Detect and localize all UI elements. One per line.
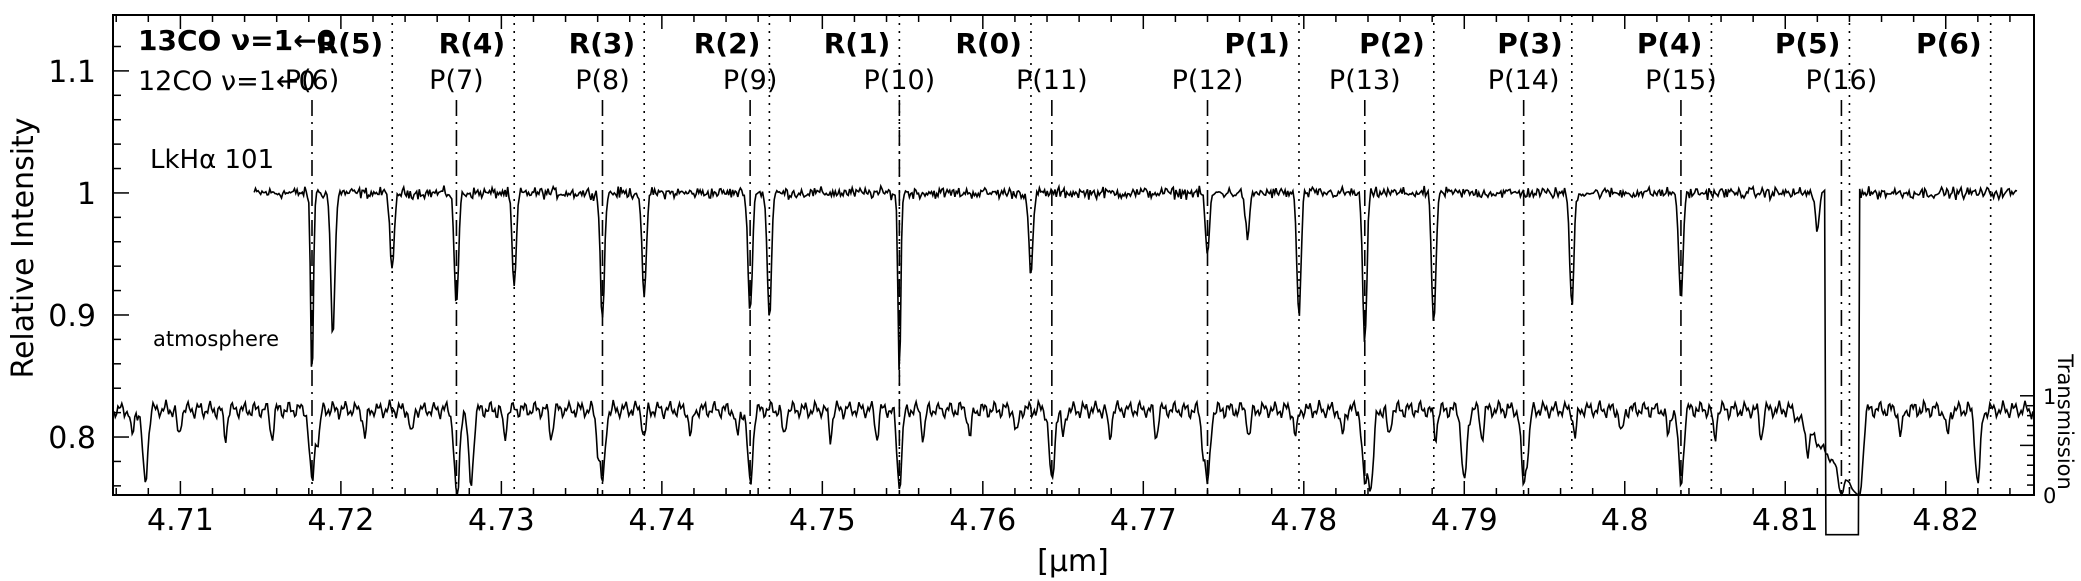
x-tick-label: 4.76 [949, 503, 1016, 538]
x-tick-label: 4.74 [628, 503, 695, 538]
x-tick-label: 4.8 [1601, 503, 1649, 538]
co13-line-label: P(1) [1224, 27, 1290, 60]
x-tick-label: 4.81 [1752, 503, 1819, 538]
co12-line-label: P(6) [285, 65, 340, 96]
co13-line-label: P(3) [1497, 27, 1563, 60]
co12-line-label: P(15) [1645, 65, 1717, 96]
co12-line-label: P(13) [1329, 65, 1401, 96]
x-tick-label: 4.75 [789, 503, 856, 538]
spectra-group [113, 183, 2034, 536]
co13-line-label: P(5) [1775, 27, 1841, 60]
co13-legend: 13CO ν=1←0 [138, 24, 336, 57]
co13-line-label: R(3) [569, 27, 636, 60]
co13-line-label: R(0) [955, 27, 1022, 60]
target-spectrum-line [253, 183, 2018, 536]
co12-line-label: P(11) [1016, 65, 1088, 96]
co12-line-label: P(12) [1172, 65, 1244, 96]
x-tick-label: 4.78 [1270, 503, 1337, 538]
co12-line-label: P(16) [1806, 65, 1878, 96]
co13-line-label: R(1) [824, 27, 891, 60]
y2-tick-label: 1 [2043, 385, 2056, 409]
axis-ticks-group [113, 15, 2034, 496]
co13-line-label: P(6) [1916, 27, 1982, 60]
co12-line-label: P(10) [864, 65, 936, 96]
co12-line-label: P(14) [1488, 65, 1560, 96]
target-series-label: LkHα 101 [150, 145, 274, 175]
right-axis-title: Transmission [2053, 353, 2077, 490]
co13-line-label: R(4) [439, 27, 506, 60]
y-tick-label: 0.9 [48, 299, 96, 334]
labels-group: Relative Intensity [μm] Transmission 13C… [6, 24, 2077, 579]
co13-line-label: R(2) [694, 27, 761, 60]
co12-line-label: P(9) [723, 65, 778, 96]
atmosphere-transmission-line [113, 398, 2034, 497]
line-markers-group [311, 15, 1992, 495]
y-tick-label: 0.8 [48, 421, 96, 456]
atmosphere-series-label: atmosphere [153, 327, 279, 351]
co13-line-label: P(2) [1359, 27, 1425, 60]
x-tick-label: 4.72 [307, 503, 374, 538]
x-tick-label: 4.77 [1110, 503, 1177, 538]
x-tick-label: 4.73 [468, 503, 535, 538]
co12-legend: 12CO ν=1←0 [138, 66, 316, 97]
x-tick-label: 4.71 [147, 503, 214, 538]
axes-frame-group [112, 14, 2035, 496]
y-tick-label: 1 [77, 177, 96, 212]
co13-line-label: P(4) [1637, 27, 1703, 60]
y2-tick-label: 0 [2043, 484, 2056, 508]
x-tick-label: 4.79 [1431, 503, 1498, 538]
co13-line-label: R(5) [317, 27, 384, 60]
x-axis-title: [μm] [1037, 544, 1109, 579]
co12-line-label: P(7) [429, 65, 484, 96]
y-axis-title: Relative Intensity [6, 117, 41, 378]
co12-line-label: P(8) [575, 65, 630, 96]
x-tick-label: 4.82 [1912, 503, 1979, 538]
y-tick-label: 1.1 [48, 55, 96, 90]
plot-frame [112, 14, 2035, 496]
